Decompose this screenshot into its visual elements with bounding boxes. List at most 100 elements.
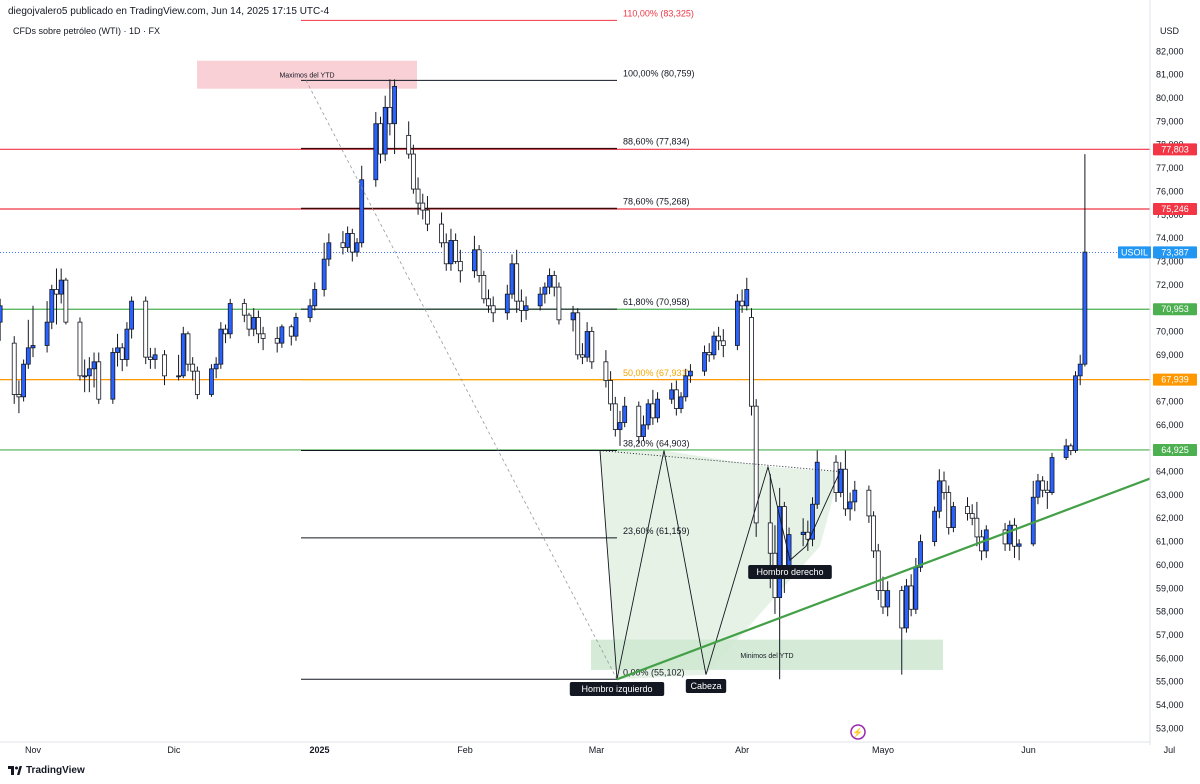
candle-body bbox=[490, 305, 496, 314]
candle-body bbox=[420, 202, 426, 211]
candle-body bbox=[645, 403, 651, 426]
candle-body bbox=[1068, 445, 1074, 451]
candle-body bbox=[340, 242, 346, 248]
candle-body bbox=[542, 286, 548, 295]
candle-body bbox=[1082, 251, 1088, 365]
fib-level-label: 38,20% (64,903) bbox=[623, 438, 690, 448]
x-tick-label: Dic bbox=[167, 745, 180, 755]
support-trendline bbox=[616, 477, 1151, 681]
price-axis-layer: USD 53,000 54,000 55,000 56,000 57,000 58,000 5… bbox=[1118, 0, 1200, 750]
candle-body bbox=[176, 375, 181, 378]
pattern-label: Hombro izquierdo bbox=[581, 684, 652, 694]
candle-body bbox=[312, 289, 318, 307]
candle-body bbox=[589, 331, 595, 363]
price-tag-label: 77,803 bbox=[1161, 144, 1189, 154]
candle-body bbox=[575, 312, 581, 356]
candle-body bbox=[514, 263, 520, 302]
candle-body bbox=[523, 305, 529, 311]
fib-level-label: 23,60% (61,159) bbox=[623, 526, 690, 536]
candle-body bbox=[556, 286, 562, 321]
last-price-tag-bg bbox=[1153, 246, 1197, 259]
candle-body bbox=[392, 85, 397, 125]
candle-body bbox=[86, 368, 92, 377]
candle-body bbox=[49, 289, 55, 323]
candle-body bbox=[63, 279, 69, 323]
candle-body bbox=[1063, 445, 1069, 458]
candle-body bbox=[974, 517, 980, 538]
price-tag-bg bbox=[1153, 373, 1197, 386]
candle-body bbox=[190, 363, 196, 372]
y-tick-label: 64,000 bbox=[1156, 467, 1184, 477]
pattern-label-bg bbox=[748, 565, 832, 579]
candle-body bbox=[119, 347, 125, 360]
fib-level-label: 78,60% (75,268) bbox=[623, 197, 690, 207]
candle-body bbox=[880, 590, 886, 608]
candle-body bbox=[622, 405, 628, 423]
candle-body bbox=[382, 106, 388, 155]
y-tick-label: 61,000 bbox=[1156, 537, 1184, 547]
y-tick-label: 76,000 bbox=[1156, 186, 1184, 196]
pattern-label-bg bbox=[569, 682, 665, 696]
price-tag-bg bbox=[1153, 443, 1197, 456]
symbol-title: CFDs sobre petróleo (WTI) · 1D · FX bbox=[13, 26, 161, 36]
fib-level-label: 61,80% (70,958) bbox=[623, 297, 690, 307]
time-axis-layer: NovDic2025FebMarAbrMayoJunJulAgo bbox=[0, 741, 1175, 755]
candle-body bbox=[1044, 489, 1050, 493]
price-tag-label: 75,246 bbox=[1161, 204, 1189, 214]
candle-body bbox=[1030, 496, 1036, 545]
zone-ytd-low-label: Minimos del YTD bbox=[740, 653, 793, 660]
candle-body bbox=[260, 333, 266, 339]
candle-body bbox=[406, 134, 412, 155]
candle-body bbox=[767, 522, 773, 554]
candle-body bbox=[847, 501, 853, 510]
candle-body bbox=[951, 506, 956, 528]
candle-body bbox=[147, 356, 153, 360]
candle-body bbox=[443, 242, 449, 265]
x-tick-label: Feb bbox=[457, 745, 473, 755]
candle-body bbox=[25, 347, 31, 365]
candle-body bbox=[373, 123, 379, 181]
y-tick-label: 79,000 bbox=[1156, 116, 1184, 126]
candle-body bbox=[683, 375, 689, 398]
candle-body bbox=[941, 480, 947, 493]
price-tag-label: 67,939 bbox=[1161, 375, 1189, 385]
y-tick-label: 63,000 bbox=[1156, 490, 1184, 500]
publisher-caption: diegojvalero5 publicado en TradingView.c… bbox=[8, 6, 330, 17]
last-price-tag-label: 73,387 bbox=[1161, 247, 1189, 257]
candle-body bbox=[359, 179, 365, 244]
candle-body bbox=[800, 531, 806, 535]
candle-body bbox=[669, 389, 675, 400]
candle-body bbox=[777, 506, 783, 599]
candle-body bbox=[678, 396, 684, 409]
candle-body bbox=[936, 480, 942, 512]
candle-body bbox=[537, 293, 543, 307]
fib-level-label: 88,60% (77,834) bbox=[623, 137, 690, 147]
candle-body bbox=[251, 317, 257, 330]
zone-ytd-high-label: Maximos del YTD bbox=[279, 73, 334, 80]
x-tick-label: Abr bbox=[735, 745, 749, 755]
candle-body bbox=[885, 590, 891, 608]
candle-body bbox=[293, 317, 299, 337]
candle-body bbox=[608, 380, 614, 405]
candle-body bbox=[711, 335, 717, 356]
y-tick-label: 69,000 bbox=[1156, 350, 1184, 360]
y-tick-label: 54,000 bbox=[1156, 700, 1184, 710]
candle-body bbox=[805, 531, 811, 540]
candle-body bbox=[1035, 480, 1041, 498]
candle-body bbox=[1049, 457, 1055, 493]
candle-body bbox=[115, 347, 120, 353]
x-tick-label: Mayo bbox=[872, 745, 894, 755]
candle-body bbox=[246, 314, 252, 330]
candle-body bbox=[227, 303, 233, 335]
candle-body bbox=[96, 361, 102, 400]
candle-body bbox=[810, 503, 815, 540]
candle-body bbox=[673, 389, 679, 409]
zones-layer: Maximos del YTD Minimos del YTD bbox=[197, 60, 943, 680]
symbol-tag-label: USOIL bbox=[1121, 247, 1148, 257]
candle-body bbox=[706, 352, 712, 356]
y-tick-label: 70,000 bbox=[1156, 326, 1184, 336]
fib-retracement-layer: 110,00% (83,325) 100,00% (80,759) 88,60% (… bbox=[0, 8, 1150, 680]
neckline bbox=[599, 450, 841, 472]
y-tick-label: 60,000 bbox=[1156, 560, 1184, 570]
